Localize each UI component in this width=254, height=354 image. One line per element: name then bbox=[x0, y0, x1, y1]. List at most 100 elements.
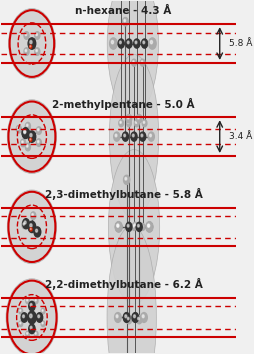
Circle shape bbox=[30, 326, 32, 329]
Circle shape bbox=[127, 116, 129, 119]
Circle shape bbox=[150, 40, 152, 44]
Circle shape bbox=[25, 50, 27, 52]
Circle shape bbox=[7, 190, 56, 264]
Circle shape bbox=[125, 114, 131, 123]
Circle shape bbox=[127, 121, 129, 124]
Circle shape bbox=[148, 132, 154, 141]
Circle shape bbox=[133, 39, 139, 48]
Circle shape bbox=[114, 313, 121, 322]
Circle shape bbox=[141, 39, 147, 48]
Circle shape bbox=[118, 39, 124, 48]
Circle shape bbox=[29, 138, 31, 141]
Circle shape bbox=[136, 315, 141, 324]
Circle shape bbox=[145, 222, 152, 232]
Circle shape bbox=[142, 41, 144, 44]
Circle shape bbox=[119, 121, 121, 124]
Circle shape bbox=[132, 134, 134, 137]
Circle shape bbox=[23, 223, 24, 225]
Circle shape bbox=[30, 224, 32, 227]
Circle shape bbox=[126, 120, 131, 127]
Circle shape bbox=[140, 313, 147, 322]
Circle shape bbox=[122, 17, 128, 26]
Circle shape bbox=[34, 298, 38, 304]
Circle shape bbox=[38, 315, 40, 318]
Circle shape bbox=[116, 315, 118, 318]
Circle shape bbox=[29, 324, 35, 333]
Circle shape bbox=[35, 229, 37, 232]
Circle shape bbox=[136, 222, 142, 232]
Circle shape bbox=[35, 333, 36, 334]
Circle shape bbox=[22, 221, 27, 229]
Circle shape bbox=[24, 131, 26, 134]
Circle shape bbox=[137, 116, 139, 119]
Circle shape bbox=[142, 315, 144, 318]
Circle shape bbox=[125, 222, 131, 232]
Circle shape bbox=[123, 175, 129, 184]
Circle shape bbox=[123, 19, 125, 22]
Circle shape bbox=[127, 224, 129, 227]
Circle shape bbox=[137, 317, 139, 320]
Circle shape bbox=[125, 39, 132, 48]
Circle shape bbox=[132, 225, 134, 227]
Circle shape bbox=[24, 130, 26, 133]
Circle shape bbox=[115, 134, 117, 137]
Circle shape bbox=[36, 127, 41, 135]
Circle shape bbox=[136, 114, 141, 123]
Circle shape bbox=[28, 311, 36, 324]
Circle shape bbox=[135, 41, 136, 44]
Ellipse shape bbox=[108, 150, 159, 304]
Circle shape bbox=[109, 38, 117, 49]
Circle shape bbox=[143, 121, 144, 124]
Circle shape bbox=[42, 310, 43, 311]
Text: n-hexane - 4.3 Å: n-hexane - 4.3 Å bbox=[75, 6, 171, 17]
Circle shape bbox=[35, 299, 36, 301]
Circle shape bbox=[8, 8, 55, 79]
Circle shape bbox=[21, 313, 27, 322]
Circle shape bbox=[36, 139, 41, 147]
Circle shape bbox=[28, 131, 36, 142]
Circle shape bbox=[141, 225, 142, 227]
Circle shape bbox=[134, 224, 135, 226]
Circle shape bbox=[29, 301, 35, 311]
Circle shape bbox=[35, 32, 40, 39]
Circle shape bbox=[124, 315, 126, 318]
Circle shape bbox=[123, 134, 125, 137]
Circle shape bbox=[25, 33, 27, 36]
Circle shape bbox=[20, 322, 21, 324]
Circle shape bbox=[118, 120, 123, 127]
Circle shape bbox=[22, 129, 29, 138]
Circle shape bbox=[148, 38, 155, 49]
Circle shape bbox=[32, 213, 33, 216]
Circle shape bbox=[30, 303, 32, 306]
Circle shape bbox=[30, 40, 32, 44]
Circle shape bbox=[131, 59, 136, 66]
Circle shape bbox=[26, 331, 29, 337]
Circle shape bbox=[19, 321, 23, 327]
Circle shape bbox=[24, 221, 26, 224]
Circle shape bbox=[111, 40, 113, 44]
Circle shape bbox=[34, 227, 41, 237]
Circle shape bbox=[140, 223, 145, 230]
Circle shape bbox=[23, 219, 29, 229]
Circle shape bbox=[135, 121, 136, 124]
Circle shape bbox=[141, 61, 142, 63]
Circle shape bbox=[139, 132, 145, 141]
Circle shape bbox=[127, 317, 129, 320]
Circle shape bbox=[37, 129, 39, 131]
Circle shape bbox=[6, 279, 58, 354]
Circle shape bbox=[124, 177, 126, 180]
Circle shape bbox=[26, 298, 29, 304]
Circle shape bbox=[146, 222, 152, 232]
Circle shape bbox=[131, 132, 137, 141]
Circle shape bbox=[25, 122, 30, 130]
Circle shape bbox=[22, 141, 23, 143]
Text: 5.8 Å: 5.8 Å bbox=[228, 39, 251, 48]
Circle shape bbox=[20, 310, 21, 311]
Circle shape bbox=[123, 313, 129, 322]
Circle shape bbox=[27, 333, 28, 334]
Circle shape bbox=[132, 313, 138, 322]
Ellipse shape bbox=[107, 0, 158, 116]
Text: 3.4 Å: 3.4 Å bbox=[228, 132, 251, 141]
Text: 2,3-dimethylbutane - 5.8 Å: 2,3-dimethylbutane - 5.8 Å bbox=[44, 188, 202, 200]
Circle shape bbox=[119, 41, 121, 44]
